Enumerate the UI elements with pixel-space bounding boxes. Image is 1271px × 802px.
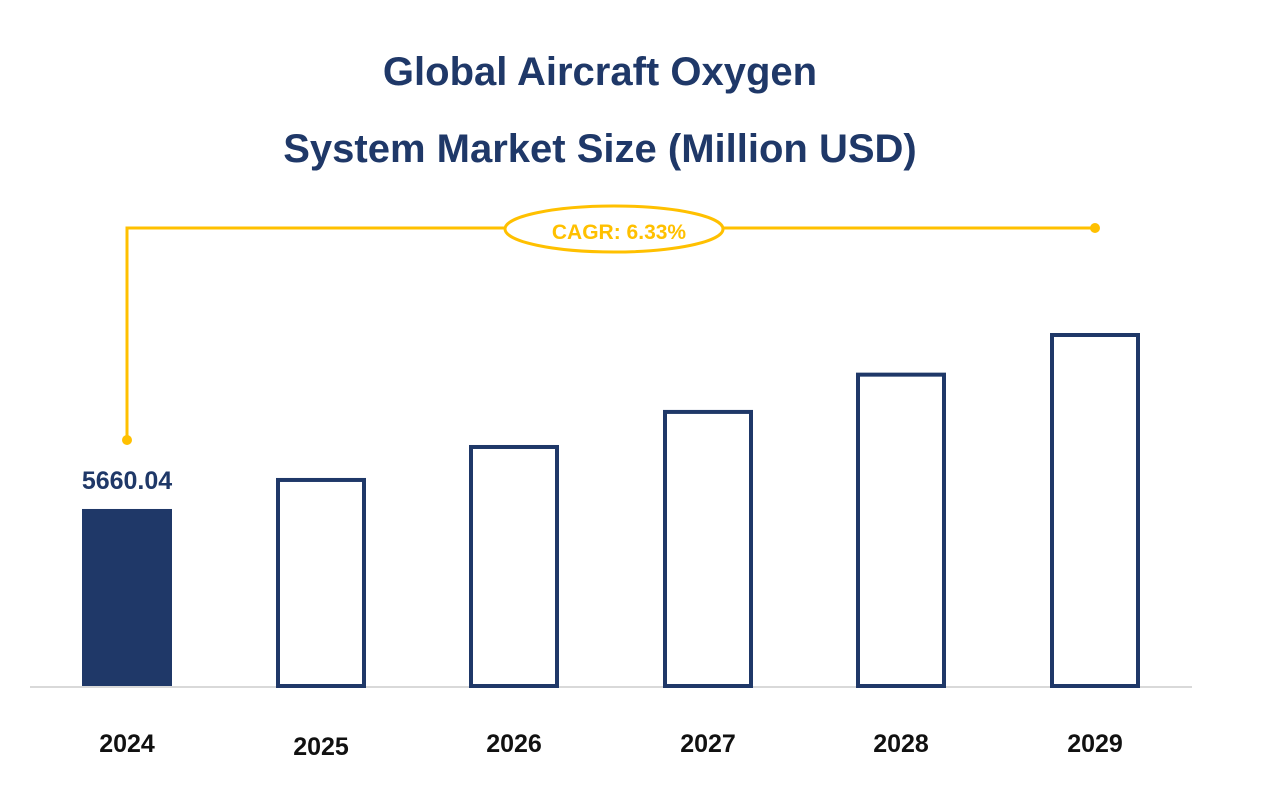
x-tick-label-2026: 2026: [486, 730, 542, 758]
x-tick-label-2025: 2025: [293, 733, 349, 761]
cagr-end-dot: [1090, 223, 1100, 233]
bar-2028: [856, 372, 946, 688]
chart-title-line-1: Global Aircraft Oxygen: [382, 50, 818, 94]
bar-2025: [276, 477, 366, 688]
bar-2029: [1050, 333, 1140, 688]
bar-2027: [663, 409, 753, 688]
cagr-label: CAGR: 6.33%: [552, 221, 687, 244]
x-tick-label-2028: 2028: [873, 730, 929, 758]
bar-2026: [469, 444, 559, 688]
x-tick-label-2029: 2029: [1067, 730, 1123, 758]
x-tick-label-2024: 2024: [99, 730, 155, 758]
bar-2024: [82, 508, 172, 686]
x-tick-label-2027: 2027: [680, 730, 736, 758]
cagr-start-dot: [122, 435, 132, 445]
cagr-connector-left: [125, 226, 505, 440]
chart-title-line-2: System Market Size (Million USD): [283, 127, 917, 171]
data-label-2024: 5660.04: [82, 467, 172, 495]
cagr-badge: [503, 204, 725, 254]
